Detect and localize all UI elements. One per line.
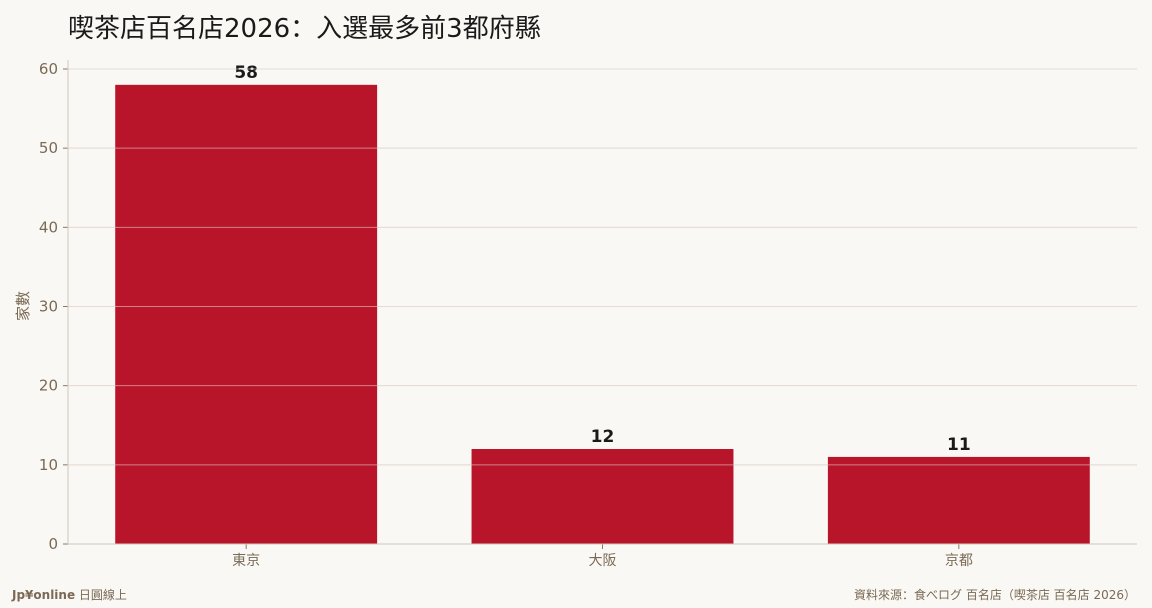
x-tick-label: 東京 xyxy=(232,553,260,569)
brand-name: Jp¥online xyxy=(12,588,76,602)
data-label: 58 xyxy=(234,63,258,83)
y-tick-label: 30 xyxy=(39,298,58,316)
bar xyxy=(471,449,734,544)
x-tick-label: 大阪 xyxy=(589,553,617,569)
y-tick-label: 0 xyxy=(48,535,58,553)
bar xyxy=(115,84,378,544)
y-axis-label: 家數 xyxy=(14,291,32,321)
brand-suffix: 日圓線上 xyxy=(75,588,127,602)
chart-title: 喫茶店百名店2026：入選最多前3都府縣 xyxy=(68,14,541,44)
data-label: 11 xyxy=(947,435,971,455)
bar xyxy=(827,456,1090,544)
y-tick-label: 10 xyxy=(39,456,58,474)
y-tick-label: 60 xyxy=(39,60,58,78)
footer-brand: Jp¥online 日圓線上 xyxy=(12,586,127,603)
y-tick-label: 50 xyxy=(39,139,58,157)
x-tick-label: 京都 xyxy=(945,553,973,569)
y-tick-label: 40 xyxy=(39,218,58,236)
y-tick-label: 20 xyxy=(39,377,58,395)
data-label: 12 xyxy=(591,427,615,447)
footer-source: 資料來源：食べログ 百名店（喫茶店 百名店 2026） xyxy=(854,588,1136,602)
